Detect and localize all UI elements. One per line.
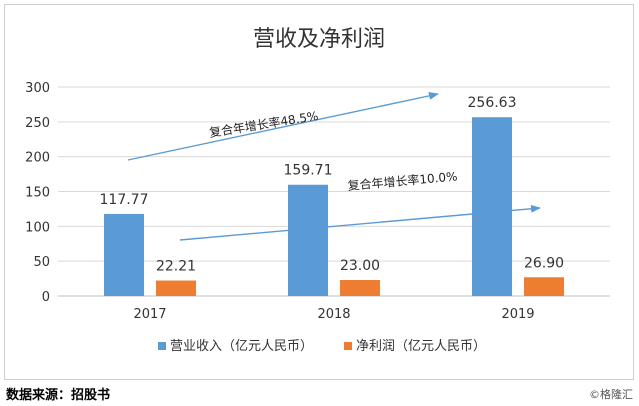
revenue-cagr-arrow [127,91,439,161]
data-label: 159.71 [284,163,333,179]
chart-frame [4,4,634,380]
watermark: ©格隆汇 [589,388,633,401]
y-tick-label: 200 [25,151,50,166]
revenue-cagr-annotation: 复合年增长率48.5% [208,108,319,140]
data-label: 117.77 [100,192,149,208]
y-tick-label: 0 [42,290,50,305]
chart-title: 营收及净利润 [253,27,385,52]
x-tick-label: 2019 [501,307,534,322]
y-tick-label: 250 [25,116,50,131]
revenue-bar [288,184,328,296]
revenue-bar [472,117,512,296]
profit-cagr-annotation: 复合年增长率10.0% [347,168,458,193]
x-tick-label: 2017 [133,307,166,322]
profit-bar [156,280,196,296]
profit-bar [524,277,564,296]
data-label: 23.00 [340,258,380,274]
y-tick-label: 150 [25,186,50,201]
legend-swatch [158,342,166,350]
y-tick-label: 50 [33,255,50,270]
data-label: 22.21 [156,259,196,275]
legend-label: 营业收入（亿元人民币） [170,339,313,354]
profit-bar [340,279,380,296]
data-label: 26.90 [524,255,564,271]
y-tick-label: 300 [25,81,50,96]
revenue-bar [104,213,144,296]
data-source-note: 数据来源：招股书 [6,388,111,403]
y-tick-label: 100 [25,220,50,235]
data-label: 256.63 [468,95,517,111]
legend-label: 净利润（亿元人民币） [356,339,486,354]
chart: 营收及净利润 0 50 100 150 200 250 300 2017 117.77 22.21… [25,27,610,354]
legend-swatch [344,342,352,350]
x-tick-label: 2018 [317,307,350,322]
